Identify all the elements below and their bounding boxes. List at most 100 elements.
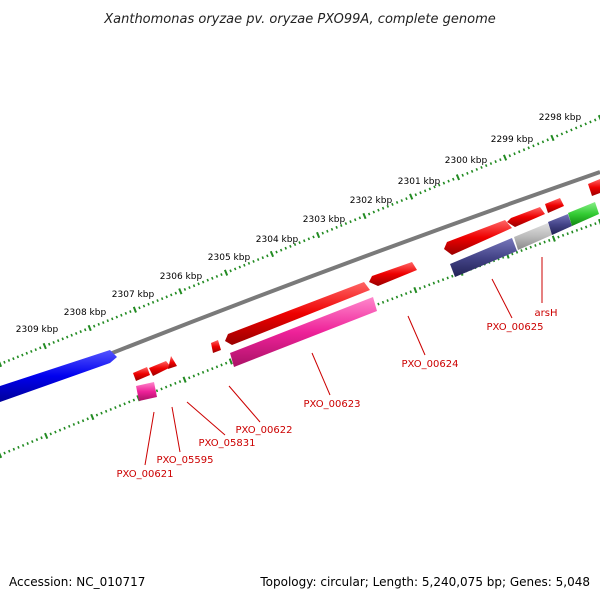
scale-tick [433,185,436,189]
gene-label-pxo-00622[interactable]: PXO_00622 [236,425,293,436]
scale-tick [188,376,191,380]
scale-tick [470,169,474,173]
gray-feature[interactable] [514,223,552,250]
scale-tick [21,443,25,447]
scale-tick [115,315,119,319]
gene-feature[interactable] [168,356,177,369]
scale-tick [377,302,380,306]
gene-label-pxo-00623[interactable]: PXO_00623 [304,399,361,410]
scale-tick [303,239,306,243]
scale-tick [34,348,37,352]
gene-feature[interactable] [545,198,564,213]
scale-tick [183,287,187,291]
scale-tick [353,218,357,222]
green-feature[interactable] [568,202,599,226]
scale-tick [164,385,168,389]
scale-tick [442,181,446,185]
scale-tick [104,409,108,413]
scale-label: 2301 kbp [398,177,441,187]
gene-feature[interactable] [369,262,417,286]
gene-label-pxo-00624[interactable]: PXO_00624 [402,359,459,370]
scale-tick [494,160,497,164]
scale-tick [372,210,376,214]
scale-tick [54,430,57,434]
scale-tick [344,222,348,226]
scale-tick [243,263,246,267]
scale-tick [87,324,92,332]
scale-tick [316,231,321,239]
scale-tick [584,122,587,126]
scale-tick [447,179,450,183]
scale-tick [561,233,565,237]
scale-tick [63,426,66,430]
scale-tick [441,278,445,282]
scale-tick [30,349,33,353]
scale-tick [3,360,6,364]
pink-feature[interactable] [230,297,377,367]
scale-tick [77,421,80,425]
scale-tick [358,216,362,220]
gene-label-pxo-05595[interactable]: PXO_05595 [157,455,214,466]
scale-tick [555,134,559,138]
gene-feature[interactable] [149,361,171,376]
scale-tick [534,244,537,247]
scale-tick [201,370,205,374]
scale-tick [165,295,168,299]
scale-tick [419,191,422,195]
scale-tick [409,193,414,200]
scale-label: 2298 kbp [539,113,582,123]
gene-label-pxo-00621[interactable]: PXO_00621 [117,469,174,480]
scale-tick [138,306,141,310]
gene-label-arsH[interactable]: arsH [535,308,558,319]
blue-gene-feature[interactable] [0,350,117,402]
scale-tick [132,306,137,313]
scale-tick [395,295,399,299]
gene-label-pxo-05831[interactable]: PXO_05831 [199,438,256,449]
scale-tick [455,174,461,181]
scale-tick [8,449,11,453]
scale-tick [409,290,412,294]
scale-tick [3,451,6,455]
navy-feature[interactable] [450,238,517,277]
scale-tick [0,361,3,368]
scale-tick [307,237,311,241]
genome-summary: Topology: circular; Length: 5,240,075 bp… [259,575,590,589]
scale-tick [538,242,542,246]
scale-tick [428,283,431,287]
scale-tick [252,260,255,263]
gene-feature[interactable] [225,282,370,345]
scale-tick [25,351,29,355]
scale-tick [35,438,39,442]
scale-tick [571,230,574,234]
scale-tick [511,252,514,256]
scale-tick [81,419,85,423]
navy-feature[interactable] [548,214,572,235]
scale-tick [527,146,530,150]
scale-tick [340,224,343,227]
scale-tick [515,250,519,254]
gene-feature[interactable] [507,207,545,227]
scale-tick [129,310,132,313]
gene-feature[interactable] [444,220,512,255]
scale-tick [12,357,15,361]
scale-label: 2305 kbp [208,253,251,263]
scale-tick [594,222,597,226]
scale-tick [391,297,394,301]
gene-feature[interactable] [133,367,150,381]
scale-label: 2303 kbp [303,215,346,225]
scale-tick [557,235,560,239]
scale-tick [404,292,408,295]
scale-tick [26,441,29,446]
gene-feature[interactable] [211,340,221,353]
pink-feature[interactable] [136,382,157,401]
gene-feature[interactable] [588,179,600,196]
label-connectors [144,257,543,466]
scale-tick [400,293,403,297]
scale-tick [532,144,535,148]
scale-tick [413,286,418,294]
gene-label-pxo-00625[interactable]: PXO_00625 [487,322,544,333]
scale-tick [418,286,422,290]
scale-tick [61,337,64,341]
